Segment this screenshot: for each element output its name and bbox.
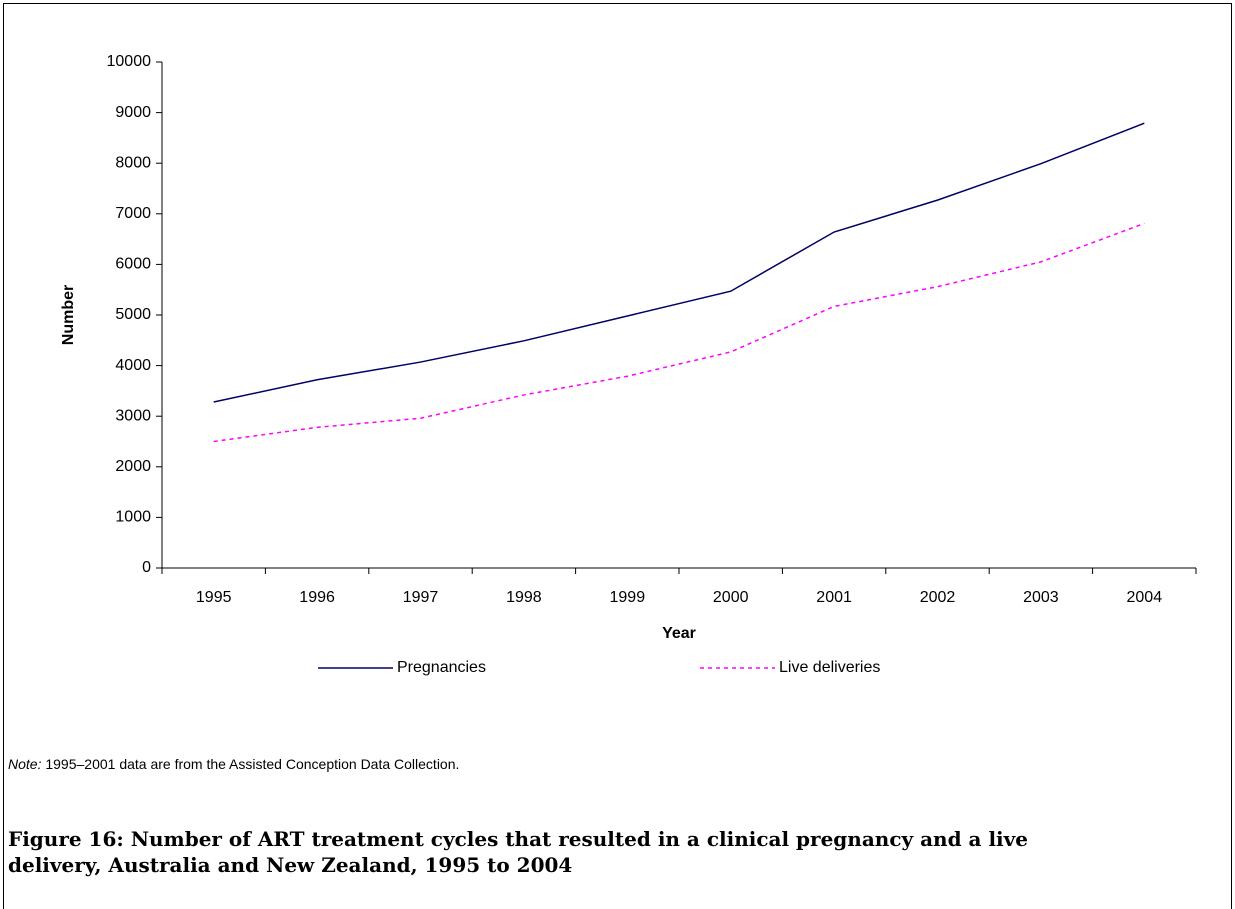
y-tick-label: 4000: [115, 357, 151, 374]
y-tick-label: 0: [142, 559, 151, 576]
y-axis-label: Number: [60, 285, 77, 345]
y-tick-label: 2000: [115, 458, 151, 475]
note-text: 1995–2001 data are from the Assisted Con…: [45, 756, 459, 772]
frame: [3, 3, 1232, 909]
y-tick-label: 8000: [115, 154, 151, 171]
note-label: Note:: [8, 756, 42, 772]
x-tick-label: 2003: [1023, 589, 1059, 606]
series-line: [213, 122, 1145, 403]
x-tick-label: 1997: [403, 589, 439, 606]
x-tick-label: 1999: [610, 589, 646, 606]
note: Note: 1995–2001 data are from the Assist…: [8, 756, 459, 772]
y-tick-label: 1000: [115, 509, 151, 526]
legend-label: Pregnancies: [397, 659, 486, 676]
y-tick-label: 6000: [115, 256, 151, 273]
y-tick-label: 7000: [115, 205, 151, 222]
y-tick-label: 10000: [107, 53, 152, 70]
y-tick-label: 5000: [115, 306, 151, 323]
x-tick-label: 2000: [713, 589, 749, 606]
x-axis-label: Year: [662, 625, 696, 642]
x-tick-label: 2002: [920, 589, 956, 606]
legend-label: Live deliveries: [779, 659, 880, 676]
x-tick-label: 2004: [1127, 589, 1163, 606]
x-tick-label: 1995: [196, 589, 232, 606]
x-tick-label: 1996: [299, 589, 335, 606]
x-tick-label: 1998: [506, 589, 542, 606]
x-tick-label: 2001: [816, 589, 852, 606]
figure-caption: Figure 16: Number of ART treatment cycle…: [8, 827, 1028, 877]
y-tick-label: 3000: [115, 407, 151, 424]
series-line: [213, 222, 1145, 443]
y-tick-label: 9000: [115, 104, 151, 121]
